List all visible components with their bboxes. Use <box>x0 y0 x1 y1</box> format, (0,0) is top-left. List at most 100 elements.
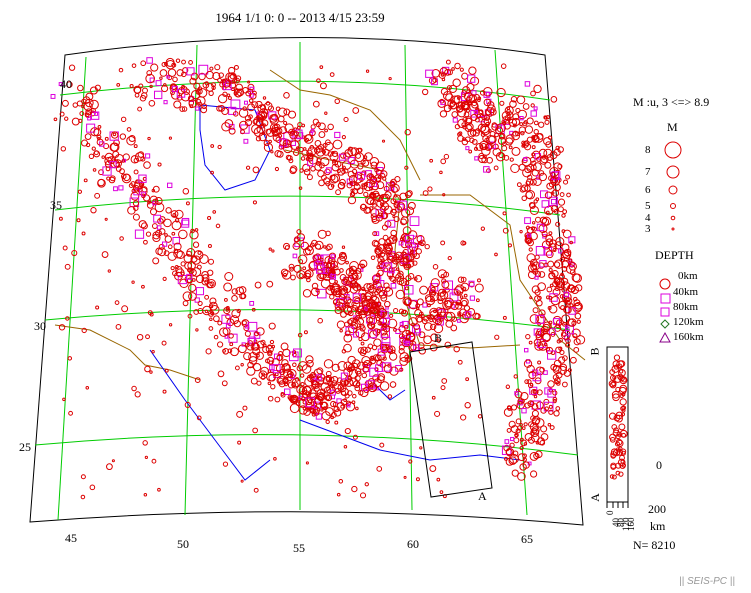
quake-marker <box>405 241 413 249</box>
quake-marker <box>539 367 545 373</box>
quake-marker <box>83 178 88 183</box>
quake-marker <box>432 264 439 270</box>
quake-marker <box>551 189 560 197</box>
quake-marker <box>455 284 465 294</box>
quake-marker <box>313 385 320 392</box>
quake-marker-mid-depth <box>469 295 476 301</box>
quake-marker <box>321 150 326 155</box>
quake-marker <box>570 356 577 364</box>
quake-marker <box>197 250 202 255</box>
quake-marker <box>535 331 543 339</box>
quake-marker <box>472 129 480 137</box>
quake-marker <box>406 355 413 362</box>
quake-marker <box>564 299 569 303</box>
quake-marker <box>318 383 322 387</box>
quake-marker <box>309 129 316 137</box>
quake-marker <box>459 313 469 324</box>
quake-marker <box>419 446 423 450</box>
quake-marker <box>561 266 568 272</box>
quake-marker-mid-depth <box>146 57 153 64</box>
quake-marker <box>233 64 239 70</box>
quake-marker <box>244 115 252 122</box>
quake-marker <box>384 300 391 308</box>
quake-marker <box>369 157 380 167</box>
quake-marker <box>157 487 161 492</box>
quake-marker <box>61 99 69 107</box>
quake-marker <box>456 105 464 113</box>
quake-marker <box>363 191 369 197</box>
quake-marker <box>575 335 586 345</box>
quake-marker-mid-depth <box>172 236 180 245</box>
quake-marker-mid-depth <box>194 297 200 303</box>
quake-marker <box>325 394 333 401</box>
quake-marker-mid-depth <box>352 293 362 302</box>
quake-marker <box>562 381 568 388</box>
quake-marker <box>526 136 533 143</box>
quake-marker <box>313 368 323 378</box>
quake-marker <box>347 310 354 317</box>
quake-marker <box>621 392 626 397</box>
quake-marker-mid-depth <box>413 344 420 351</box>
quake-marker <box>361 170 367 176</box>
quake-marker <box>406 190 413 197</box>
quake-marker-mid-depth <box>550 198 557 205</box>
quake-marker-mid-depth <box>414 242 420 248</box>
quake-marker <box>459 308 468 317</box>
magnitude-range: M :u, 3 <=> 8.9 <box>633 95 710 109</box>
quake-marker-mid-depth <box>568 307 576 315</box>
quake-marker-mid-depth <box>314 261 324 271</box>
quake-marker <box>174 209 184 219</box>
quake-marker-mid-depth <box>405 234 415 244</box>
quake-marker <box>552 288 561 296</box>
quake-marker <box>431 395 436 400</box>
quake-marker <box>352 107 360 114</box>
quake-marker <box>437 298 444 305</box>
quake-marker <box>534 341 544 351</box>
quake-marker <box>122 173 131 182</box>
quake-marker <box>67 356 73 361</box>
quake-marker <box>352 362 358 369</box>
quake-marker <box>181 59 186 65</box>
quake-marker <box>393 308 399 314</box>
quake-marker <box>416 235 425 244</box>
quake-marker <box>408 459 413 464</box>
quake-marker <box>553 183 561 192</box>
quake-marker <box>403 298 412 307</box>
quake-marker <box>395 289 406 300</box>
lat-label-30: 30 <box>34 319 46 333</box>
quake-marker <box>287 373 293 379</box>
quake-marker <box>430 287 436 293</box>
quake-marker-mid-depth <box>357 171 366 180</box>
quake-marker <box>339 274 347 281</box>
quake-marker <box>96 138 104 146</box>
quake-marker-mid-depth <box>94 111 98 116</box>
quake-marker <box>222 349 226 353</box>
quake-marker <box>263 140 270 147</box>
quake-marker <box>372 190 380 198</box>
quake-marker <box>280 268 289 277</box>
quake-marker <box>371 323 376 328</box>
quake-marker <box>621 408 626 413</box>
quake-marker <box>478 154 487 164</box>
quake-marker <box>259 108 269 118</box>
quake-marker <box>283 381 289 387</box>
quake-marker <box>379 442 385 448</box>
quake-marker <box>312 118 319 125</box>
quake-marker <box>343 379 350 386</box>
quake-marker <box>224 119 234 128</box>
quake-marker-mid-depth <box>248 336 256 344</box>
quake-marker <box>493 165 499 171</box>
quake-marker <box>447 255 452 261</box>
quake-marker <box>393 194 398 198</box>
quake-marker <box>413 276 418 281</box>
quake-marker <box>537 360 542 365</box>
quake-marker <box>544 161 552 169</box>
quake-marker-mid-depth <box>409 216 420 226</box>
quake-marker <box>444 297 454 308</box>
quake-marker <box>297 332 303 338</box>
quake-marker-mid-depth <box>346 403 351 408</box>
quake-marker <box>537 282 546 291</box>
quake-marker <box>551 270 559 278</box>
quake-marker <box>389 180 396 187</box>
quake-marker <box>535 333 543 341</box>
